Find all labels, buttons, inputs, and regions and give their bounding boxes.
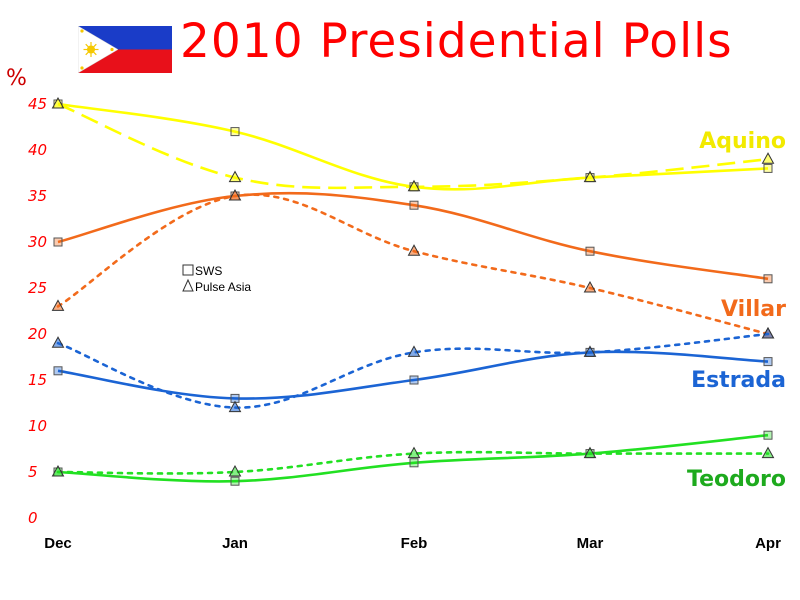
y-tick-label: 10 [28,417,47,435]
data-point-villar-sws [53,237,63,247]
data-point-teodoro-sws [230,476,240,486]
y-tick-label: 5 [28,463,38,481]
data-point-aquino-pulse-asia [228,170,242,183]
data-point-villar-sws [585,246,595,256]
data-point-estrada-pulse-asia [761,326,775,339]
legend-marker-triangle [182,278,194,292]
data-point-estrada-pulse-asia [583,345,597,357]
data-point-villar-pulse-asia [583,280,597,293]
data-point-estrada-pulse-asia [51,336,65,348]
data-point-aquino-sws [230,127,240,137]
philippine-flag-icon [78,26,172,73]
series-line-estrada-pulse-asia [56,332,770,409]
legend-entry-label: Pulse Asia [195,280,251,294]
series-line-teodoro-sws [57,433,769,483]
data-point-aquino-pulse-asia [407,179,421,192]
y-tick-label: 20 [28,325,47,343]
data-point-teodoro-pulse-asia [583,446,597,459]
data-point-teodoro-sws [763,430,773,440]
data-point-teodoro-pulse-asia [407,446,421,459]
data-point-aquino-sws [763,163,773,173]
y-tick-label: 40 [28,141,47,159]
legend-entry-label: SWS [195,264,222,278]
data-point-teodoro-pulse-asia [51,464,65,477]
data-point-estrada-sws [53,366,63,376]
data-point-villar-sws [763,274,773,284]
series-line-estrada-sws [57,350,769,400]
y-tick-label: 35 [28,187,47,205]
chart-legend: SWS Pulse Asia [182,264,251,294]
plot-area: Aquino Villar Estrada Teodoro [51,96,786,492]
y-tick-label: 30 [28,233,47,251]
series-line-teodoro-pulse-asia [56,450,770,475]
x-tick-label: Dec [44,535,72,552]
data-point-teodoro-sws [409,458,419,468]
data-point-teodoro-pulse-asia [761,446,775,459]
x-tick-label: Apr [755,535,781,552]
data-point-aquino-pulse-asia [761,152,775,164]
data-point-estrada-pulse-asia [407,345,421,357]
data-point-villar-pulse-asia [228,188,242,201]
y-tick-label: 0 [28,509,38,527]
data-point-aquino-pulse-asia [583,170,597,183]
y-axis-unit-label: % [6,66,27,91]
data-point-villar-pulse-asia [51,299,65,311]
data-point-estrada-pulse-asia [228,400,242,413]
data-point-teodoro-pulse-asia [228,464,242,477]
chart-title: 2010 Presidential Polls [180,14,733,69]
x-tick-label: Jan [222,535,248,552]
y-tick-label: 25 [28,279,47,297]
series-label-estrada: Estrada [691,368,786,393]
chart-axes: % 0 5 10 15 20 25 30 35 40 45 Dec Jan Feb Mar Apr [6,66,781,552]
x-tick-label: Mar [577,535,604,552]
data-point-aquino-pulse-asia [51,96,65,109]
data-point-estrada-sws [409,375,419,385]
y-tick-label: 15 [28,371,47,389]
legend-marker-square [182,264,194,276]
data-point-estrada-sws [763,357,773,367]
series-label-villar: Villar [721,297,786,322]
series-line-villar-sws [57,191,769,281]
series-line-aquino-sws [57,102,769,191]
y-tick-label: 45 [28,95,47,113]
series-label-aquino: Aquino [699,129,786,154]
series-line-aquino-pulse-asia [57,102,769,190]
data-point-villar-sws [409,200,419,210]
data-point-villar-pulse-asia [407,244,421,256]
x-tick-label: Feb [401,535,428,552]
series-label-teodoro: Teodoro [687,467,786,492]
